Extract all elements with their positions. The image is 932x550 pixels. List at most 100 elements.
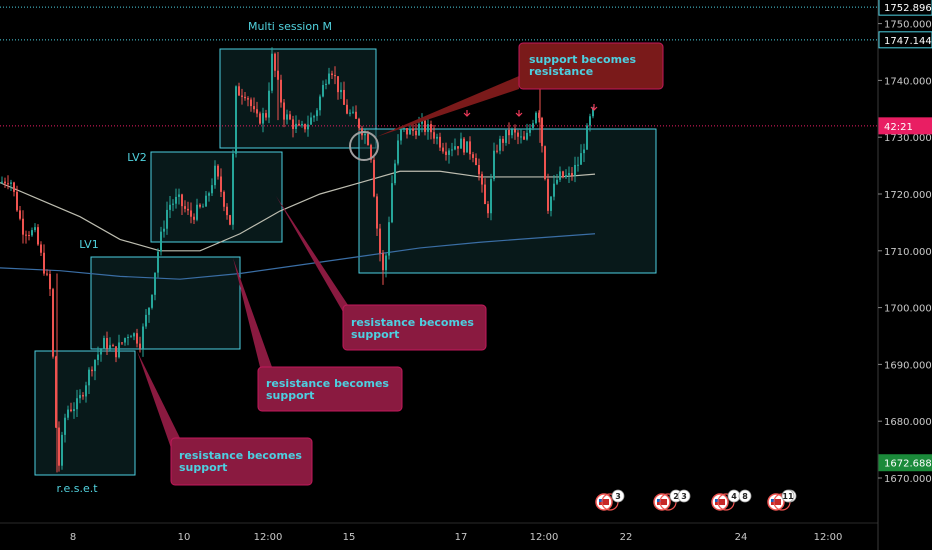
x-tick-label: 15	[343, 532, 356, 543]
candle-body	[70, 409, 72, 412]
price-marker-box	[878, 31, 932, 49]
candle-body	[166, 209, 168, 229]
candle-body	[118, 342, 120, 358]
candle-body	[583, 149, 585, 154]
moving-averages	[0, 170, 596, 280]
candle-body	[97, 354, 99, 360]
candle-body	[16, 191, 18, 211]
candle-body	[388, 222, 390, 256]
candle-body	[490, 179, 492, 214]
candle-body	[28, 234, 30, 236]
candle-body	[499, 138, 501, 151]
candle-body	[247, 98, 249, 100]
candle-body	[463, 138, 465, 153]
candle-body	[568, 173, 570, 176]
candle-body	[139, 343, 141, 349]
y-tick-label: 1740.000	[884, 76, 932, 87]
candle-body	[25, 234, 27, 236]
candle-body	[475, 157, 477, 166]
candle-body	[451, 149, 453, 151]
candle-body	[370, 145, 372, 160]
candle-body	[58, 427, 60, 466]
candle-body	[175, 196, 177, 204]
candle-body	[586, 125, 588, 150]
candle-body	[340, 89, 342, 93]
callout-pointer	[276, 196, 348, 312]
candle-body	[430, 124, 432, 133]
callout-text: resistance becomes	[351, 316, 474, 329]
candle-body	[226, 206, 228, 216]
candle-body	[427, 124, 429, 132]
candle-body	[169, 204, 171, 210]
candle-body	[94, 359, 96, 372]
candle-body	[403, 128, 405, 130]
zone-label: r.e.s.e.t	[56, 482, 98, 495]
callout-box	[518, 42, 664, 90]
candle-body	[424, 120, 426, 132]
candle-body	[82, 395, 84, 397]
candle-body	[73, 409, 75, 412]
candle-body	[193, 216, 195, 220]
zone-label: LV2	[127, 151, 146, 164]
event-badge: 4	[711, 489, 741, 511]
candle-body	[43, 252, 45, 274]
candle-body	[10, 182, 12, 184]
flag-stripe	[599, 499, 609, 505]
candle-body	[484, 184, 486, 205]
x-tick-label: 8	[70, 532, 76, 543]
candle-body	[181, 194, 183, 207]
candle-body	[19, 210, 21, 219]
candle-body	[301, 123, 303, 126]
candle-body	[574, 165, 576, 176]
candle-body	[154, 272, 156, 295]
candle-body	[493, 150, 495, 180]
candle-body	[310, 117, 312, 125]
candle-body	[130, 336, 132, 338]
candle-body	[163, 228, 165, 232]
candle-body	[322, 85, 324, 97]
price-marker-box	[878, 117, 932, 135]
candle-body	[172, 203, 174, 205]
candle-body	[187, 208, 189, 211]
multi-session-label: Multi session M	[248, 20, 332, 33]
event-badge: 3	[595, 489, 625, 511]
price-marker-label: 1752.896	[884, 3, 932, 14]
x-tick-label: 12:00	[530, 532, 559, 543]
candle-body	[238, 86, 240, 96]
candle-body	[112, 345, 114, 347]
x-tick-label: 12:00	[814, 532, 843, 543]
candle-body	[547, 179, 549, 211]
badge-count: 11	[782, 492, 794, 501]
moving-average-light	[0, 170, 596, 252]
candle-body	[85, 385, 87, 397]
candle-body	[436, 136, 438, 139]
candle-body	[421, 120, 423, 124]
x-axis: 8 10 12:00 15 17 12:00 22 24 12:00	[0, 522, 878, 550]
candle-body	[559, 171, 561, 180]
event-badge: 11	[781, 489, 795, 503]
candle-body	[100, 349, 102, 355]
candle-body	[445, 151, 447, 155]
price-marker-box	[878, 0, 932, 16]
candle-body	[478, 165, 480, 175]
event-badge: 3	[677, 489, 691, 503]
candle-body	[415, 130, 417, 136]
price-marker-label: 1672.688	[884, 459, 932, 470]
candle-body	[481, 174, 483, 185]
flag-stripe	[657, 499, 667, 505]
candle-body	[214, 165, 216, 186]
y-tick-label: 1670.000	[884, 474, 932, 485]
candle-body	[355, 111, 357, 119]
candle-body	[271, 53, 273, 91]
badge-count: 3	[615, 492, 621, 501]
moving-average-blue	[0, 233, 596, 280]
candle-body	[454, 146, 456, 150]
candle-body	[136, 333, 138, 344]
zone-box	[34, 350, 136, 476]
candle-body	[76, 398, 78, 410]
